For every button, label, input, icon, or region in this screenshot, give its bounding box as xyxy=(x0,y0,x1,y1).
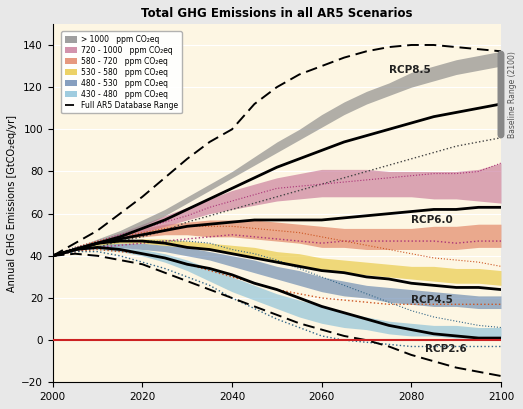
Title: Total GHG Emissions in all AR5 Scenarios: Total GHG Emissions in all AR5 Scenarios xyxy=(141,7,413,20)
Text: RCP4.5: RCP4.5 xyxy=(411,295,453,305)
Legend: > 1000   ppm CO₂eq, 720 - 1000   ppm CO₂eq, 580 - 720   ppm CO₂eq, 530 - 580   p: > 1000 ppm CO₂eq, 720 - 1000 ppm CO₂eq, … xyxy=(61,31,182,113)
Y-axis label: Annual GHG Emissions [GtCO₂eq/yr]: Annual GHG Emissions [GtCO₂eq/yr] xyxy=(7,115,17,292)
Text: Baseline Range (2100): Baseline Range (2100) xyxy=(508,51,517,138)
Text: RCP8.5: RCP8.5 xyxy=(389,65,430,75)
Text: RCP2.6: RCP2.6 xyxy=(425,344,467,354)
Text: RCP6.0: RCP6.0 xyxy=(411,215,453,225)
